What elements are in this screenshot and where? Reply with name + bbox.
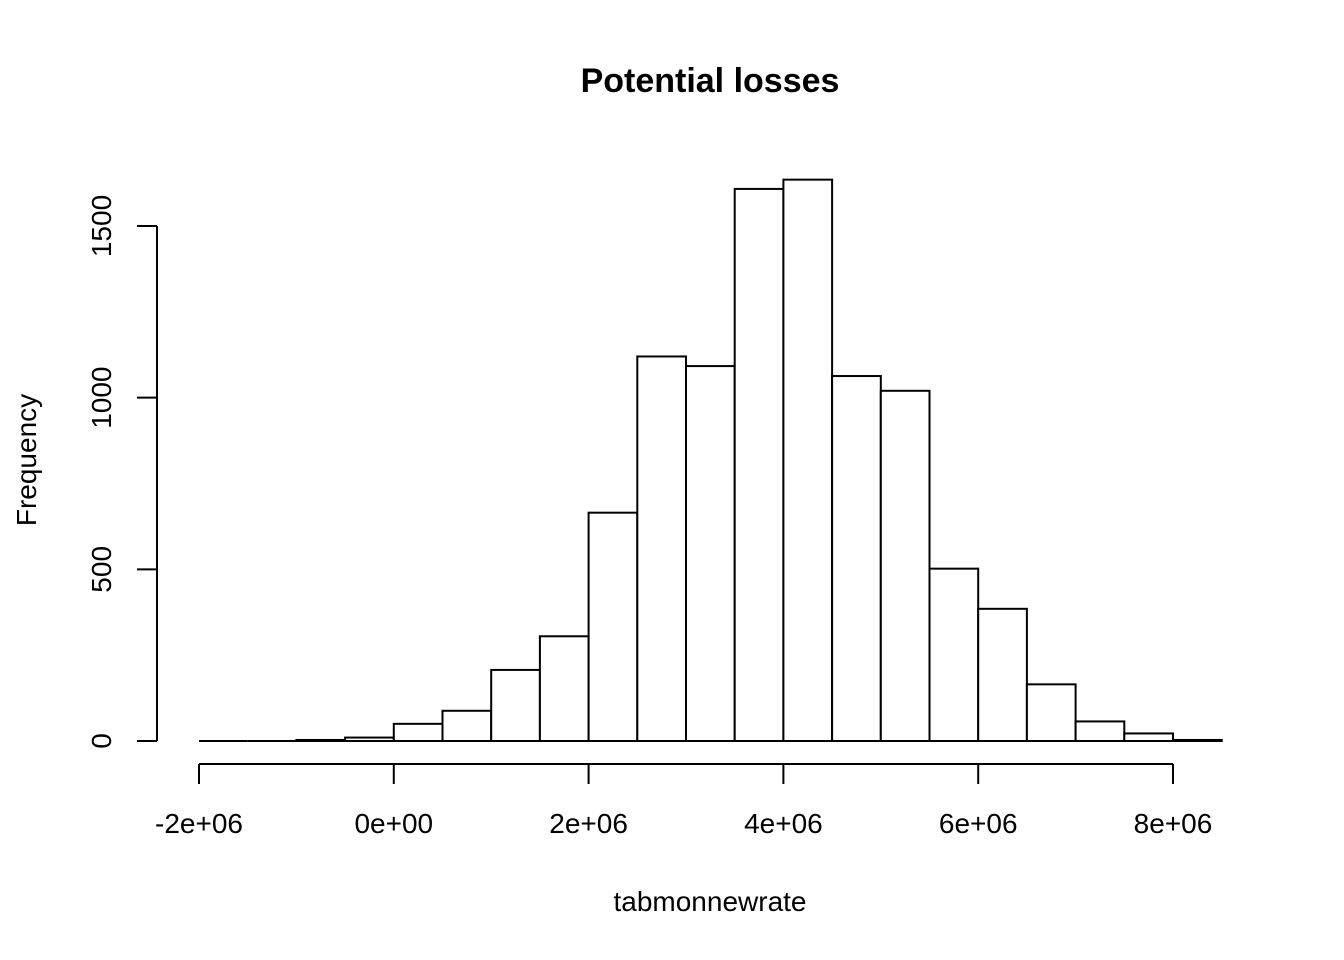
histogram-bars [199,178,1223,743]
histogram-bar [295,738,347,742]
x-axis-label: tabmonnewrate [613,886,806,917]
y-axis: 0 500 1000 1500 [86,195,158,749]
histogram-bar [1123,732,1175,742]
x-tick-label: 0e+00 [354,808,433,839]
histogram-bar [1025,683,1077,742]
x-tick-label: 2e+06 [549,808,628,839]
x-tick-label: 4e+06 [744,808,823,839]
y-tick-label: 1000 [86,367,117,429]
histogram-bar [344,736,395,742]
x-tick-label: 8e+06 [1134,808,1213,839]
histogram-bar [587,511,639,743]
y-tick-label: 0 [86,733,117,749]
histogram-bar [1074,720,1126,742]
histogram-bar [392,722,444,742]
histogram-bar [831,375,882,742]
histogram-bar [441,709,493,743]
x-tick-label: -2e+06 [155,808,243,839]
histogram-bar [928,567,980,742]
y-tick-label: 500 [86,546,117,593]
histogram-bar [490,668,541,742]
histogram-bar [685,365,736,742]
histogram-bar [977,607,1028,742]
y-axis-label: Frequency [11,394,42,526]
x-tick-label: 6e+06 [939,808,1018,839]
chart-title: Potential losses [581,62,840,100]
histogram-bar [538,635,590,742]
histogram-bar [1172,738,1223,742]
x-axis: -2e+06 0e+00 2e+06 4e+06 6e+06 8e+06 [155,763,1213,839]
y-tick-label: 1500 [86,195,117,257]
histogram-bar [636,355,687,742]
histogram-bar [782,178,834,742]
histogram-bar [733,187,785,743]
histogram-bar [879,389,931,742]
